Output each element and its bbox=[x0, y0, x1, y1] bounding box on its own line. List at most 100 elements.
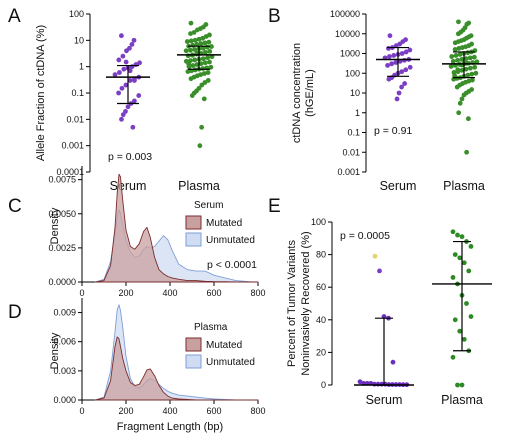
legend-swatch bbox=[185, 232, 202, 247]
data-point bbox=[403, 67, 409, 73]
data-point bbox=[127, 78, 133, 83]
data-point bbox=[459, 57, 465, 62]
data-point bbox=[466, 268, 472, 274]
category-label: Serum bbox=[380, 179, 417, 193]
panel-letter-b: B bbox=[268, 6, 281, 27]
data-point bbox=[124, 48, 129, 54]
data-point bbox=[192, 57, 198, 63]
data-point bbox=[457, 328, 463, 334]
y-tick-label: 100000 bbox=[330, 9, 360, 19]
data-point bbox=[457, 255, 463, 261]
legend-label: Unmutated bbox=[206, 357, 255, 368]
panel-d-density: 0.009 0.006 0.003 0.0000 200 400 600 800 Density… bbox=[49, 298, 266, 433]
legend-label: Unmutated bbox=[206, 235, 255, 246]
data-point bbox=[455, 232, 460, 238]
y-tick-label: 0.0025 bbox=[48, 243, 76, 253]
panel-c-density: 0.0075 0.0050 0.0025 0.00000 200 400 600 800 Den… bbox=[48, 166, 266, 298]
data-point bbox=[454, 84, 460, 90]
y-tick-label: 0.0001 bbox=[56, 167, 84, 177]
data-point bbox=[130, 124, 136, 130]
data-point bbox=[199, 82, 205, 88]
data-point bbox=[197, 143, 203, 149]
panel-letter-e: E bbox=[268, 196, 281, 217]
category-label: Plasma bbox=[443, 179, 485, 193]
legend-swatch bbox=[185, 354, 202, 369]
data-point bbox=[129, 42, 135, 47]
data-point bbox=[463, 66, 469, 72]
data-point bbox=[461, 260, 467, 266]
panel-letter-c: C bbox=[8, 196, 22, 217]
data-point bbox=[205, 55, 211, 61]
data-point bbox=[202, 40, 208, 46]
data-point bbox=[201, 96, 207, 102]
data-point bbox=[471, 54, 477, 60]
y-tick-label: 0.000 bbox=[53, 395, 76, 405]
y-tick-label: 0.0075 bbox=[48, 175, 76, 185]
data-point bbox=[357, 379, 363, 385]
data-point bbox=[399, 51, 405, 56]
data-point bbox=[119, 85, 125, 91]
data-point bbox=[377, 268, 382, 274]
data-point bbox=[465, 72, 471, 78]
panel-a-scatter: 100 10 1 0.1 0.01 0.001 0.0001 Allele Fraction … bbox=[35, 9, 221, 193]
data-point bbox=[136, 93, 142, 98]
x-tick-label: 200 bbox=[118, 288, 133, 298]
data-point bbox=[452, 47, 458, 52]
x-tick-label: 400 bbox=[162, 288, 177, 298]
data-point bbox=[452, 252, 458, 257]
y-tick-label: 10 bbox=[74, 35, 84, 45]
y-axis-title: (hGE/mL) bbox=[304, 69, 316, 117]
data-point bbox=[455, 57, 460, 63]
y-tick-label: 0.003 bbox=[53, 366, 76, 376]
data-point bbox=[391, 53, 397, 58]
density-area-mutated bbox=[94, 173, 259, 283]
data-point bbox=[467, 65, 473, 71]
data-point bbox=[200, 35, 206, 41]
data-point bbox=[452, 40, 458, 46]
category-label: Plasma bbox=[178, 179, 220, 193]
legend-title: Serum bbox=[194, 200, 223, 211]
data-point bbox=[402, 57, 407, 63]
data-point bbox=[198, 41, 204, 47]
data-point bbox=[463, 56, 469, 62]
data-point bbox=[459, 382, 465, 388]
y-tick-label: 100 bbox=[69, 9, 84, 19]
data-point bbox=[194, 62, 200, 67]
y-tick-label: 40 bbox=[316, 315, 326, 325]
data-point bbox=[192, 37, 198, 43]
data-point bbox=[186, 61, 192, 67]
data-point bbox=[116, 57, 122, 63]
data-point bbox=[195, 27, 200, 33]
data-point bbox=[207, 59, 212, 65]
y-tick-label: 10000 bbox=[335, 29, 360, 39]
data-point bbox=[125, 104, 131, 110]
data-point bbox=[459, 67, 465, 73]
data-point bbox=[198, 61, 204, 67]
p-value-annotation: p = 0.003 bbox=[108, 151, 152, 163]
data-point bbox=[457, 100, 463, 106]
y-tick-label: 60 bbox=[316, 282, 326, 292]
y-tick-label: 0.001 bbox=[61, 141, 84, 151]
data-point bbox=[385, 62, 390, 68]
panel-e-scatter: 100 80 60 40 20 0 Percent of Tumor Variants Non… bbox=[286, 217, 492, 407]
data-point bbox=[386, 46, 391, 51]
data-point bbox=[189, 93, 195, 98]
data-point bbox=[192, 47, 198, 52]
x-axis-title: Fragment Length (bp) bbox=[117, 421, 223, 433]
data-point bbox=[450, 229, 456, 235]
data-point bbox=[208, 64, 214, 70]
data-point bbox=[464, 301, 469, 306]
data-point bbox=[200, 45, 206, 51]
data-point bbox=[209, 44, 214, 49]
y-tick-label: 100 bbox=[345, 68, 360, 78]
y-axis-title: Percent of Tumor Variants bbox=[286, 240, 298, 367]
data-point bbox=[200, 56, 206, 62]
y-axis-title: ctDNA concentration bbox=[291, 43, 303, 143]
data-point bbox=[450, 354, 456, 360]
data-point bbox=[464, 149, 469, 155]
data-point bbox=[120, 53, 126, 59]
data-point bbox=[453, 53, 459, 58]
data-point bbox=[449, 54, 455, 59]
p-value-annotation: p < 0.0001 bbox=[207, 259, 257, 271]
